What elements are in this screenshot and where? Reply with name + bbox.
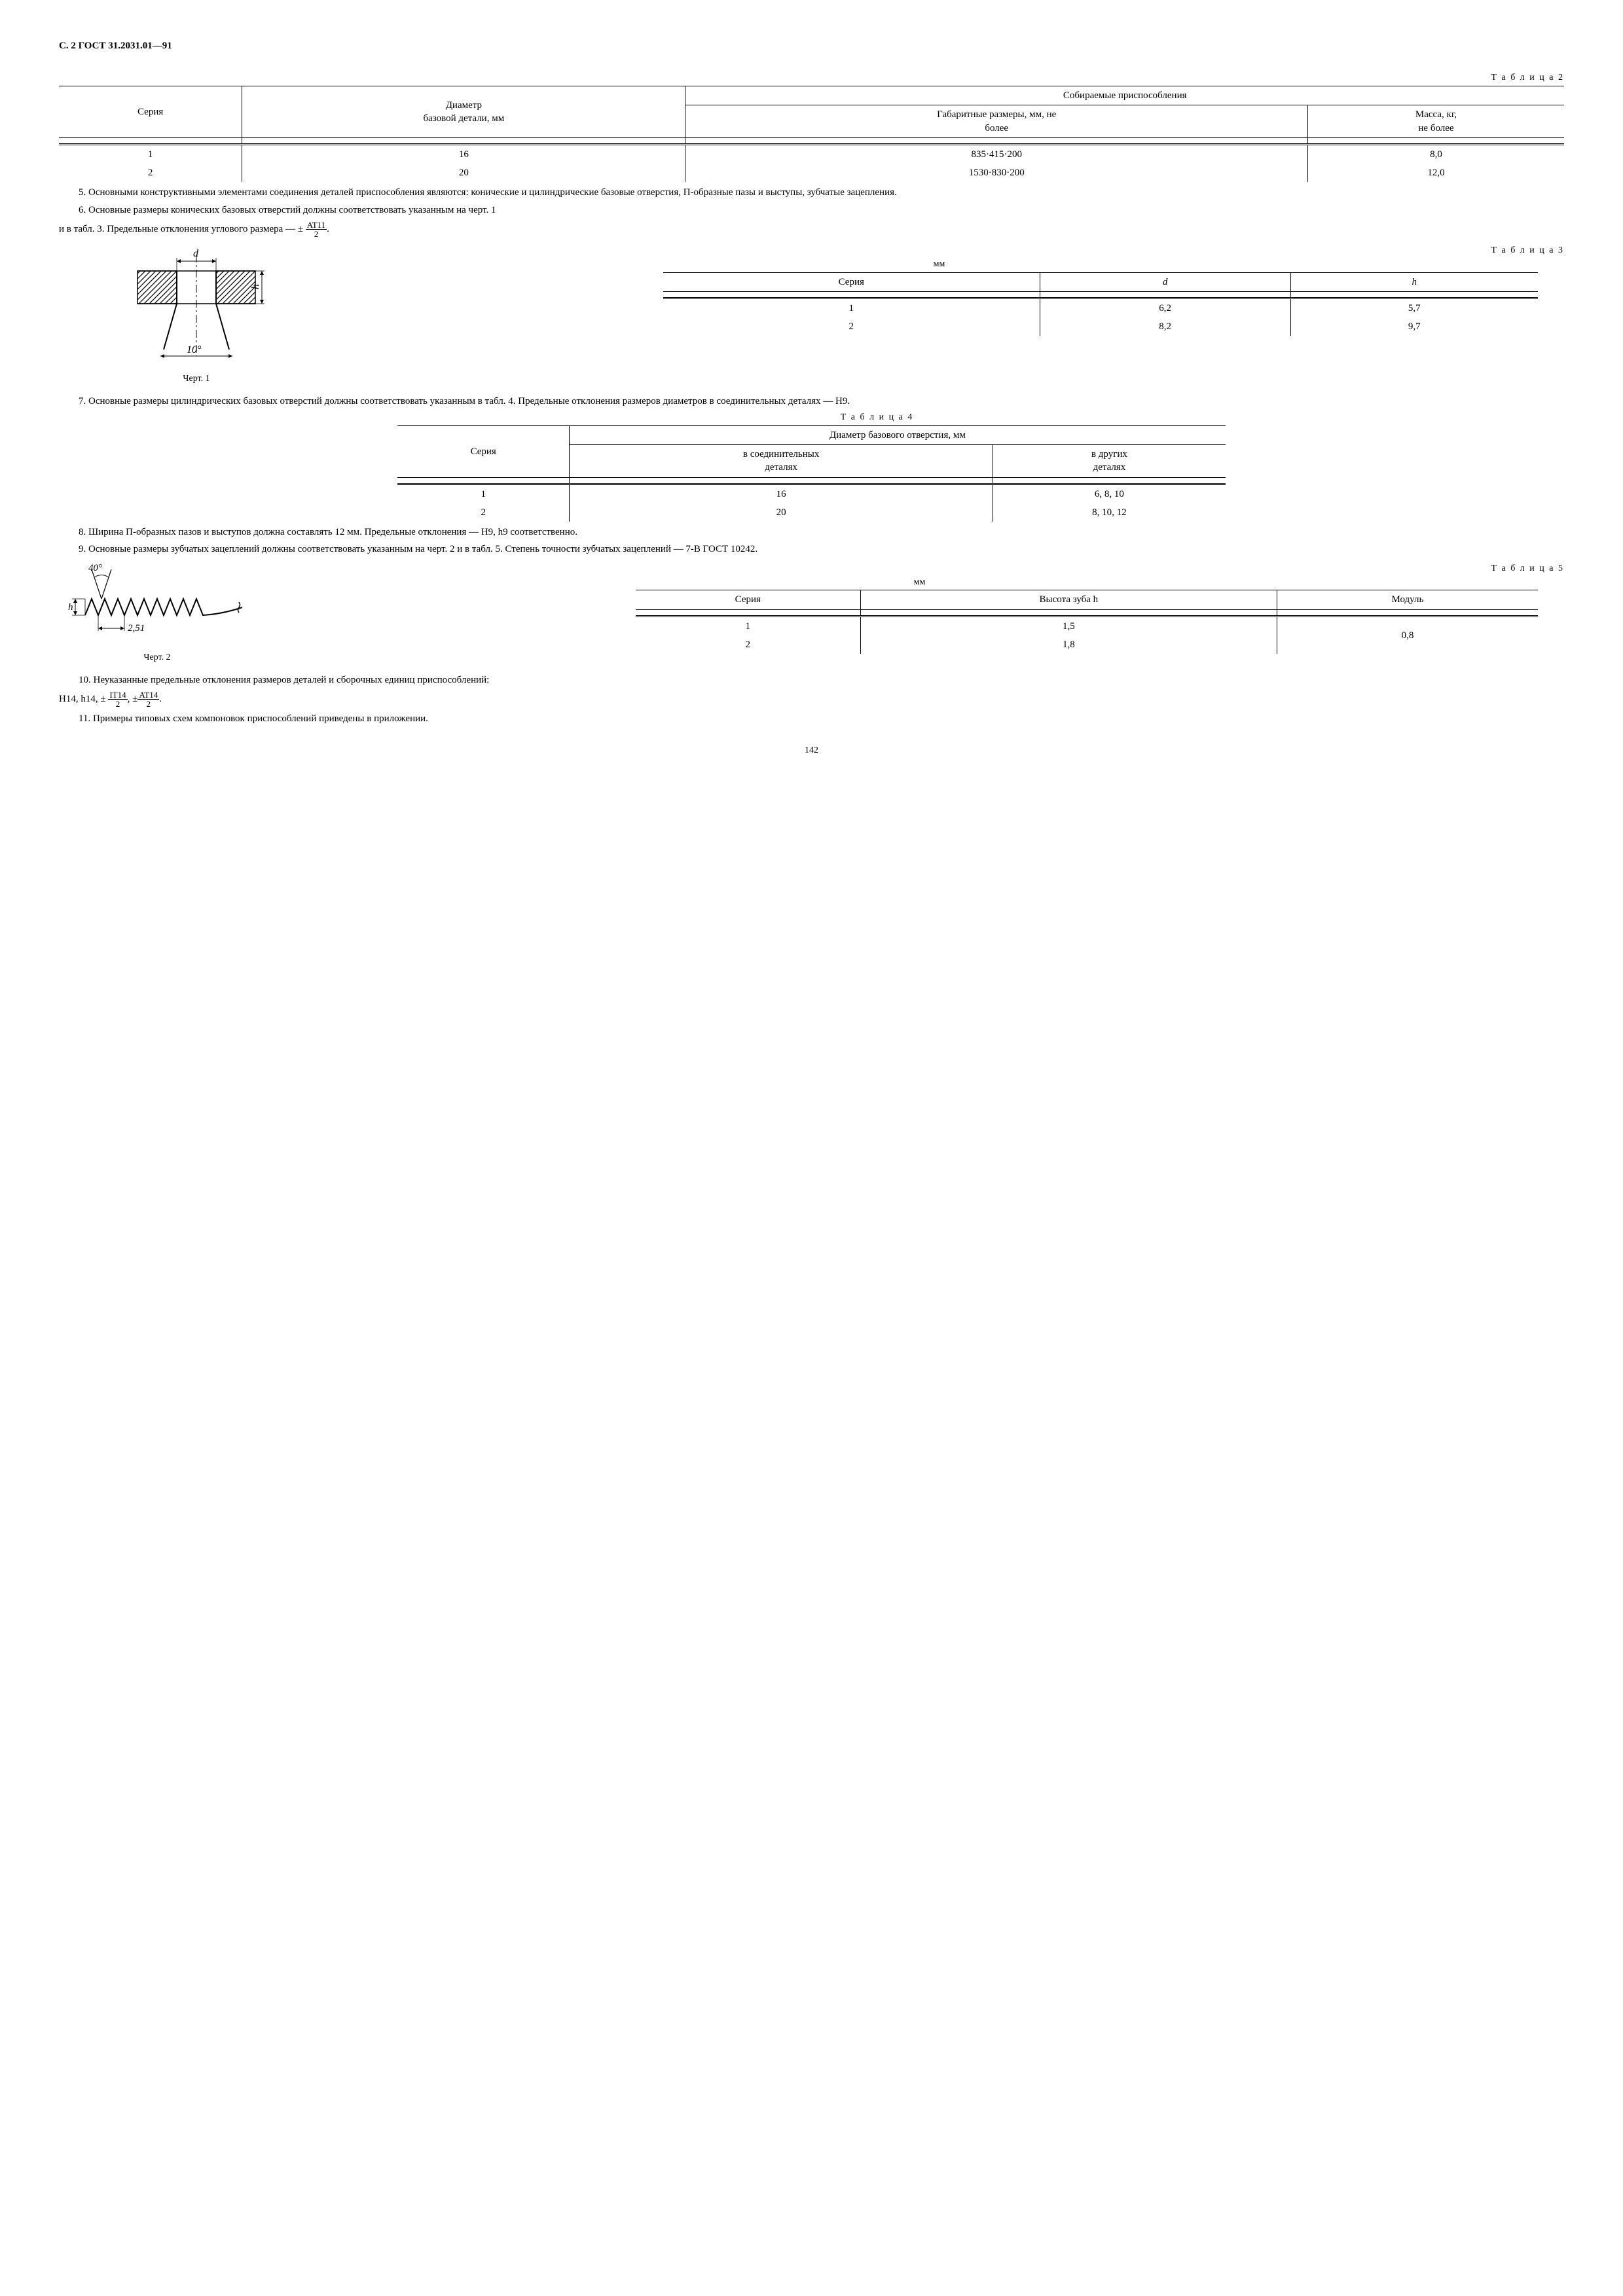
t2-col-seria: Серия — [59, 86, 242, 138]
table3: Серия d h 1 6,2 5,7 2 8,2 9,7 — [663, 272, 1538, 336]
table5-unit: мм — [275, 577, 1564, 589]
text: . — [327, 224, 329, 234]
cell: 1 — [397, 484, 569, 503]
frac-num: IT14 — [108, 691, 127, 700]
cell: 2 — [663, 317, 1040, 336]
fraction: AT142 — [137, 691, 159, 708]
t2-col-diam: Диаметр базовой детали, мм — [242, 86, 685, 138]
fig2-caption: Черт. 2 — [59, 652, 255, 664]
cell: 16 — [570, 484, 993, 503]
cell: 6,2 — [1040, 298, 1290, 317]
fig2-h-label: h — [68, 602, 73, 613]
para-9: 9. Основные размеры зубчатых зацеплений … — [59, 543, 1564, 556]
table5-label: Т а б л и ц а 5 — [275, 563, 1564, 575]
t3-col-d: d — [1040, 272, 1290, 291]
cell: 1 — [59, 144, 242, 164]
frac-num: AT14 — [137, 691, 159, 700]
figure-1: d h 10° Черт. 1 — [98, 245, 295, 386]
cell: 8,0 — [1307, 144, 1564, 164]
page-number: 142 — [59, 745, 1564, 757]
para-10b: H14, h14, ± IT142, ±AT142. — [59, 691, 1564, 708]
t5-col-seria: Серия — [636, 590, 861, 609]
table-row: 2 20 1530·830·200 12,0 — [59, 164, 1564, 182]
fig2-pitch: 2,51 — [128, 623, 145, 634]
text: . — [159, 694, 162, 704]
frac-den: 2 — [137, 700, 159, 708]
frac-num: AT11 — [306, 221, 327, 230]
table-row: 2 8,2 9,7 — [663, 317, 1538, 336]
table-row: 2 20 8, 10, 12 — [397, 503, 1225, 522]
fig1-angle: 10° — [187, 344, 202, 355]
table3-unit: мм — [314, 259, 1564, 271]
text: 9. Основные размеры зубчатых зацеплений … — [79, 544, 757, 554]
fig1-d-label: d — [193, 248, 199, 259]
table-row: 1 1,5 0,8 — [636, 616, 1538, 636]
cell: 1,5 — [860, 616, 1277, 636]
table-row: 1 16 835·415·200 8,0 — [59, 144, 1564, 164]
text: H14, h14, ± — [59, 694, 106, 704]
cell: 0,8 — [1277, 616, 1538, 654]
frac-den: 2 — [306, 230, 327, 238]
t2-col-group: Собираемые приспособления — [685, 86, 1564, 105]
cell: 8, 10, 12 — [993, 503, 1226, 522]
cell: 835·415·200 — [685, 144, 1308, 164]
t5-col-mod: Модуль — [1277, 590, 1538, 609]
cell: 12,0 — [1307, 164, 1564, 182]
figure-2: 40° h 2,51 Черт. 2 — [59, 563, 255, 664]
text: 11. Примеры типовых схем компоновок прис… — [79, 713, 428, 724]
t4-col-group: Диаметр базового отверстия, мм — [570, 425, 1226, 444]
cell: 5,7 — [1290, 298, 1538, 317]
t4-col-seria: Серия — [397, 425, 569, 477]
text: , ± — [128, 694, 138, 704]
t4-col-soed: в соединительных деталях — [570, 445, 993, 478]
cell: 2 — [397, 503, 569, 522]
cell: 16 — [242, 144, 685, 164]
text: 8. Ширина П-образных пазов и выступов до… — [79, 527, 577, 537]
text: и в табл. 3. Предельные отклонения углов… — [59, 224, 303, 234]
cell: 6, 8, 10 — [993, 484, 1226, 503]
text: 5. Основными конструктивными элементами … — [79, 187, 897, 198]
para-6b: и в табл. 3. Предельные отклонения углов… — [59, 221, 1564, 238]
text: 7. Основные размеры цилиндрических базов… — [79, 396, 850, 406]
table5: Серия Высота зуба h Модуль 1 1,5 0,8 2 1… — [636, 590, 1538, 654]
t3-col-seria: Серия — [663, 272, 1040, 291]
t5-col-h: Высота зуба h — [860, 590, 1277, 609]
para-7: 7. Основные размеры цилиндрических базов… — [59, 395, 1564, 408]
cell: 1 — [636, 616, 861, 636]
table4: Серия Диаметр базового отверстия, мм в с… — [397, 425, 1225, 522]
t2-col-mass: Масса, кг, не более — [1307, 105, 1564, 138]
para-6a: 6. Основные размеры конических базовых о… — [59, 204, 1564, 217]
table4-label: Т а б л и ц а 4 — [59, 412, 1564, 424]
cell: 8,2 — [1040, 317, 1290, 336]
t2-col-gab: Габаритные размеры, мм, не более — [685, 105, 1308, 138]
para-10a: 10. Неуказанные предельные отклонения ра… — [59, 673, 1564, 687]
para-8: 8. Ширина П-образных пазов и выступов до… — [59, 526, 1564, 539]
t3-col-h: h — [1290, 272, 1538, 291]
fig2-angle: 40° — [88, 563, 102, 573]
cell: 9,7 — [1290, 317, 1538, 336]
t4-col-other: в других деталях — [993, 445, 1226, 478]
fraction: IT142 — [108, 691, 127, 708]
fraction: AT112 — [306, 221, 327, 238]
text: 10. Неуказанные предельные отклонения ра… — [79, 675, 489, 685]
text: 6. Основные размеры конических базовых о… — [79, 205, 496, 215]
table3-label: Т а б л и ц а 3 — [314, 245, 1564, 257]
cell: 1530·830·200 — [685, 164, 1308, 182]
table-row: 1 16 6, 8, 10 — [397, 484, 1225, 503]
frac-den: 2 — [108, 700, 127, 708]
cell: 2 — [59, 164, 242, 182]
para-5: 5. Основными конструктивными элементами … — [59, 186, 1564, 199]
fig1-h-label: h — [250, 284, 261, 289]
table2-label: Т а б л и ц а 2 — [59, 72, 1564, 84]
cell: 1,8 — [860, 636, 1277, 654]
cell: 20 — [570, 503, 993, 522]
table-row: 1 6,2 5,7 — [663, 298, 1538, 317]
cell: 1 — [663, 298, 1040, 317]
para-11: 11. Примеры типовых схем компоновок прис… — [59, 712, 1564, 725]
page-header: С. 2 ГОСТ 31.2031.01—91 — [59, 39, 1564, 52]
fig1-caption: Черт. 1 — [98, 373, 295, 386]
cell: 20 — [242, 164, 685, 182]
table2: Серия Диаметр базовой детали, мм Собирае… — [59, 86, 1564, 182]
cell: 2 — [636, 636, 861, 654]
